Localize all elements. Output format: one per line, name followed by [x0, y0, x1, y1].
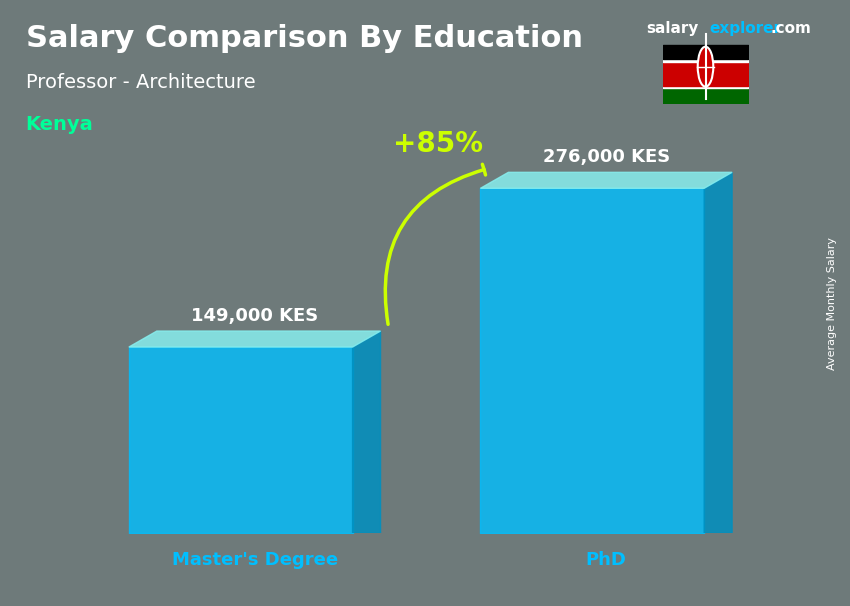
Text: Professor - Architecture: Professor - Architecture: [26, 73, 255, 92]
Text: Kenya: Kenya: [26, 115, 94, 134]
Text: PhD: PhD: [586, 551, 626, 569]
Polygon shape: [480, 172, 732, 188]
Text: +85%: +85%: [394, 130, 484, 158]
Text: Salary Comparison By Education: Salary Comparison By Education: [26, 24, 582, 53]
Ellipse shape: [698, 47, 713, 87]
Text: 276,000 KES: 276,000 KES: [542, 148, 670, 166]
Text: Master's Degree: Master's Degree: [172, 551, 337, 569]
Polygon shape: [353, 331, 381, 533]
Text: 149,000 KES: 149,000 KES: [191, 307, 319, 325]
Text: .com: .com: [771, 21, 812, 36]
Polygon shape: [129, 331, 381, 347]
Text: Average Monthly Salary: Average Monthly Salary: [827, 236, 837, 370]
Text: explorer: explorer: [710, 21, 782, 36]
Polygon shape: [704, 172, 732, 533]
Text: salary: salary: [646, 21, 699, 36]
